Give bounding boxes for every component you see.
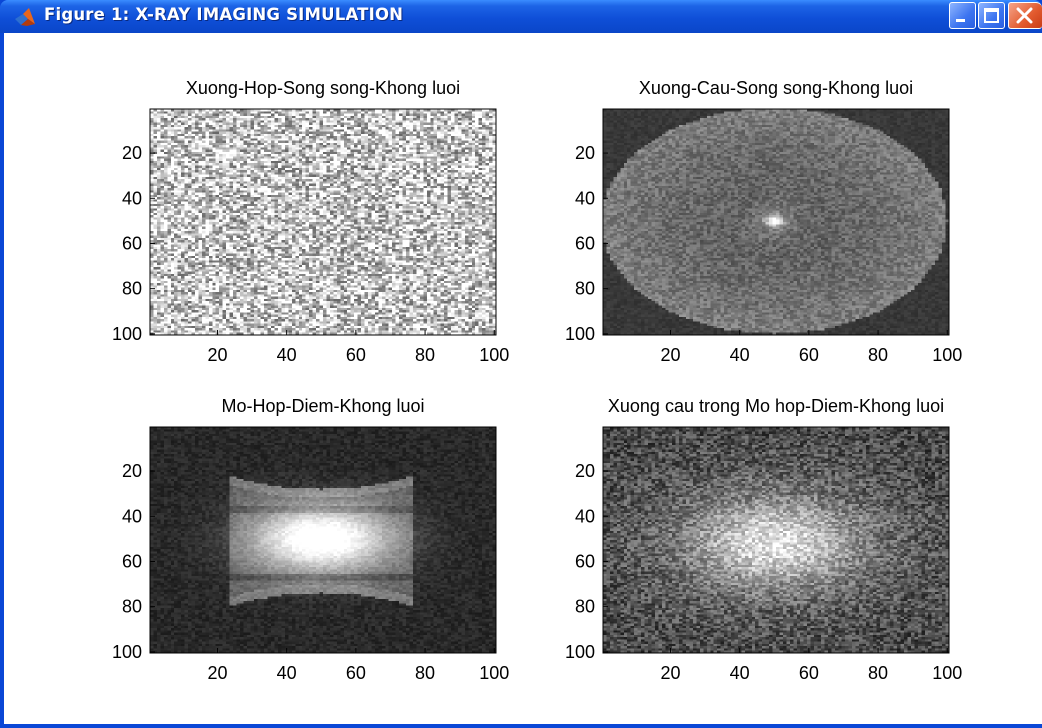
x-tick-label: 20 xyxy=(207,663,227,683)
maximize-icon xyxy=(984,8,999,23)
x-tick-label: 100 xyxy=(479,663,509,683)
subplot-grid: Xuong-Hop-Song song-Khong luoi 20 40 60 80 10… xyxy=(112,78,962,683)
y-tick-label: 100 xyxy=(565,642,595,662)
y-tick-label: 60 xyxy=(575,551,595,571)
x-tick-label: 80 xyxy=(415,663,435,683)
x-tick-label: 60 xyxy=(799,345,819,365)
heatmap-image xyxy=(150,427,496,653)
y-tick-label: 100 xyxy=(112,324,142,344)
maximize-button[interactable] xyxy=(978,2,1005,29)
axes-frame xyxy=(149,426,497,654)
y-tick-label: 60 xyxy=(575,233,595,253)
x-tick-label: 60 xyxy=(346,663,366,683)
subplot-2: Xuong-Cau-Song song-Khong luoi 20 40 60 80 10… xyxy=(565,78,962,365)
subplot-title: Xuong cau trong Mo hop-Diem-Khong luoi xyxy=(608,396,944,416)
figure-canvas: Xuong-Hop-Song song-Khong luoi 20 40 60 80 10… xyxy=(4,33,1042,724)
x-tick-label: 40 xyxy=(730,663,750,683)
y-tick-label: 40 xyxy=(575,506,595,526)
y-tick-label: 80 xyxy=(575,597,595,617)
subplot-3: Mo-Hop-Diem-Khong luoi 20 40 60 80 100 20 40 60 8… xyxy=(112,396,509,683)
close-icon xyxy=(1016,7,1033,24)
x-tick-label: 100 xyxy=(479,345,509,365)
y-tick-label: 20 xyxy=(122,143,142,163)
y-tick-label: 60 xyxy=(122,551,142,571)
x-tick-label: 40 xyxy=(277,663,297,683)
title-bar[interactable]: Figure 1: X-RAY IMAGING SIMULATION xyxy=(0,0,1042,33)
y-tick-label: 80 xyxy=(122,279,142,299)
x-tick-label: 60 xyxy=(799,663,819,683)
y-tick-label: 80 xyxy=(575,279,595,299)
axes-frame xyxy=(149,108,497,336)
heatmap-image xyxy=(603,427,949,653)
matlab-icon xyxy=(15,8,35,26)
x-tick-label: 100 xyxy=(932,345,962,365)
x-tick-label: 20 xyxy=(660,663,680,683)
axes-frame xyxy=(602,426,950,654)
heatmap-image xyxy=(603,109,949,335)
minimize-icon xyxy=(956,19,965,22)
y-tick-label: 20 xyxy=(122,461,142,481)
x-tick-label: 60 xyxy=(346,345,366,365)
x-tick-label: 80 xyxy=(868,345,888,365)
x-tick-label: 80 xyxy=(415,345,435,365)
x-tick-label: 80 xyxy=(868,663,888,683)
y-tick-label: 20 xyxy=(575,461,595,481)
window-title: Figure 1: X-RAY IMAGING SIMULATION xyxy=(44,5,404,24)
y-tick-label: 40 xyxy=(575,188,595,208)
y-tick-label: 100 xyxy=(565,324,595,344)
x-tick-label: 20 xyxy=(207,345,227,365)
x-tick-label: 40 xyxy=(730,345,750,365)
y-tick-label: 100 xyxy=(112,642,142,662)
y-tick-label: 80 xyxy=(122,597,142,617)
close-button[interactable] xyxy=(1008,2,1042,29)
y-tick-label: 20 xyxy=(575,143,595,163)
y-tick-label: 40 xyxy=(122,188,142,208)
subplot-4: Xuong cau trong Mo hop-Diem-Khong luoi 20… xyxy=(565,396,962,683)
subplot-1: Xuong-Hop-Song song-Khong luoi 20 40 60 80 10… xyxy=(112,78,509,365)
x-tick-label: 20 xyxy=(660,345,680,365)
minimize-button[interactable] xyxy=(949,2,976,29)
heatmap-image xyxy=(150,109,496,335)
axes-frame xyxy=(602,108,950,336)
x-tick-label: 40 xyxy=(277,345,297,365)
subplot-title: Xuong-Hop-Song song-Khong luoi xyxy=(186,78,460,98)
x-tick-label: 100 xyxy=(932,663,962,683)
subplot-title: Xuong-Cau-Song song-Khong luoi xyxy=(639,78,913,98)
subplot-title: Mo-Hop-Diem-Khong luoi xyxy=(221,396,424,416)
y-tick-label: 60 xyxy=(122,233,142,253)
y-tick-label: 40 xyxy=(122,506,142,526)
